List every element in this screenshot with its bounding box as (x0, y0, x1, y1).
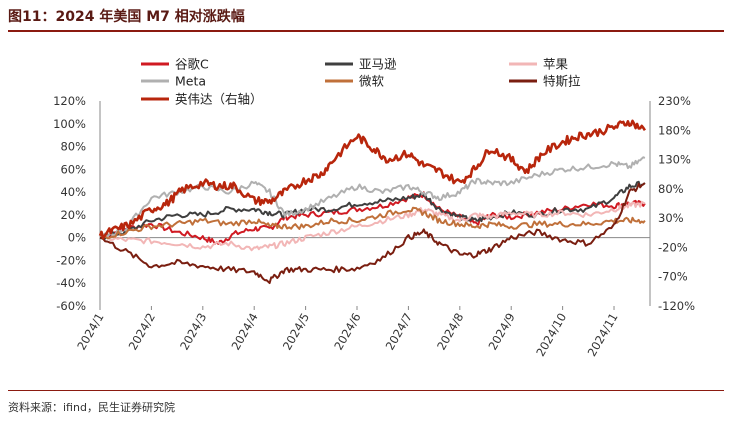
y-left-tick-label: 0% (68, 231, 86, 245)
y-left-tick-label: 100% (53, 117, 86, 131)
x-tick-label: 2024/9 (485, 311, 517, 353)
legend-label: 亚马逊 (359, 57, 397, 72)
y-left-tick-label: 40% (60, 185, 86, 199)
y-left-tick-label: 60% (60, 162, 86, 176)
x-tick-label: 2024/5 (280, 311, 312, 353)
series-line-5 (99, 182, 646, 285)
y-right-tick-label: 230% (658, 94, 691, 108)
legend-label: 谷歌C (175, 57, 209, 72)
legend-label: 英伟达（右轴） (175, 92, 263, 107)
chart-title: 图11：2024 年美国 M7 相对涨跌幅 (8, 9, 245, 25)
series-line-4 (99, 206, 646, 240)
y-left-tick-label: 120% (53, 94, 86, 108)
x-tick-label: 2024/11 (585, 311, 621, 359)
y-right-tick-label: 80% (658, 182, 684, 196)
legend-label: 特斯拉 (543, 74, 581, 89)
y-right-tick-label: 30% (658, 211, 684, 225)
y-right-tick-label: -120% (658, 299, 695, 313)
series-line-3 (99, 156, 646, 239)
x-tick-label: 2024/4 (228, 311, 260, 353)
x-tick-label: 2024/2 (126, 311, 158, 353)
legend-label: Meta (175, 74, 206, 89)
x-tick-label: 2024/1 (74, 311, 106, 353)
series-line-6 (98, 119, 646, 240)
y-left-tick-label: -40% (56, 276, 86, 290)
y-left-tick-label: 20% (60, 208, 86, 222)
x-tick-label: 2024/3 (177, 311, 209, 353)
series-line-2 (99, 200, 646, 252)
title-rule (8, 30, 724, 32)
x-tick-label: 2024/8 (434, 311, 466, 353)
source-note: 资料来源：ifind，民生证券研究院 (8, 401, 175, 414)
y-right-tick-label: -70% (658, 270, 688, 284)
y-right-tick-label: 180% (658, 123, 691, 137)
y-left-tick-label: -20% (56, 253, 86, 267)
footer-rule (8, 390, 724, 391)
legend-label: 微软 (359, 74, 385, 89)
y-right-tick-label: -20% (658, 240, 688, 254)
plot-area (98, 119, 646, 285)
y-left-tick-label: -60% (56, 299, 86, 313)
x-tick-label: 2024/10 (533, 311, 569, 359)
x-tick-label: 2024/7 (383, 311, 415, 353)
y-right-tick-label: 130% (658, 153, 691, 167)
legend-label: 苹果 (543, 57, 569, 72)
x-tick-label: 2024/6 (331, 311, 363, 353)
y-left-tick-label: 80% (60, 140, 86, 154)
